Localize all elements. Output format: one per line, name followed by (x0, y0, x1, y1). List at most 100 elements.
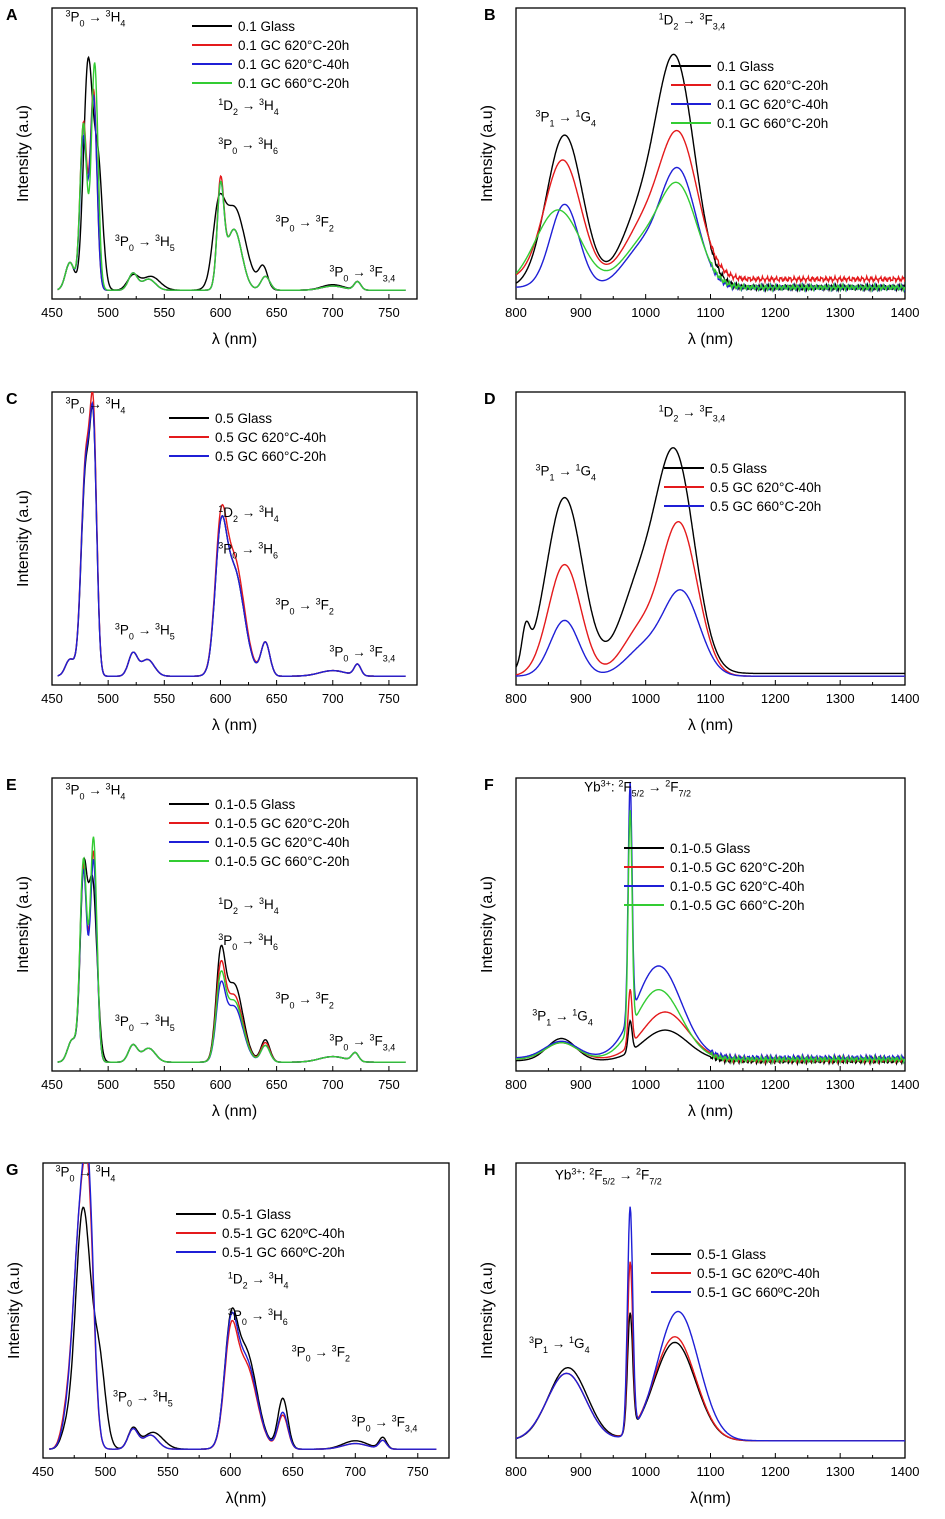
transition-label: 3P0 → 3F3,4 (329, 263, 395, 283)
x-tick-label: 750 (378, 1077, 400, 1092)
series-line (49, 1163, 437, 1450)
legend-entry: 0.1-0.5 GC 660°C-20h (215, 854, 349, 869)
legend-entry: 0.5 Glass (215, 411, 272, 426)
series-line (57, 55, 406, 291)
x-tick-label: 1300 (826, 1464, 855, 1479)
transition-label: 3P0 → 3H5 (113, 1388, 173, 1408)
series-line (57, 850, 406, 1063)
x-tick-label: 550 (157, 1464, 179, 1479)
series-line (57, 859, 406, 1063)
x-tick-label: 600 (220, 1464, 242, 1479)
plot-frame (515, 1162, 906, 1459)
x-tick-label: 750 (378, 691, 400, 706)
legend-entry: 0.1 Glass (238, 19, 295, 34)
series-line (57, 836, 406, 1063)
x-tick-label: 500 (97, 305, 119, 320)
legend-entry: 0.5-1 Glass (222, 1207, 291, 1222)
legend-entry: 0.5 GC 660°C-20h (215, 449, 326, 464)
y-axis-title: Intensity (a.u) (15, 105, 32, 202)
chart-panel-h: H 800 900 1000 1100 1200 1300 1400 λ(nm) Intensit… (479, 1162, 919, 1507)
transition-label: 1D2 → 3H4 (218, 896, 279, 916)
x-axis-title: λ(nm) (226, 1490, 267, 1507)
transition-label: 3P1 → 1G4 (535, 108, 596, 128)
x-tick-label: 1100 (697, 1077, 725, 1092)
y-axis-title: Intensity (a.u) (15, 876, 32, 973)
x-tick-label: 1300 (826, 1077, 855, 1092)
x-tick-label: 600 (210, 691, 232, 706)
x-tick-label: 800 (505, 1077, 527, 1092)
legend-entry: 0.5 GC 660°C-20h (710, 499, 821, 514)
transition-label: 3P0 → 3H6 (218, 136, 278, 156)
x-tick-label: 1300 (826, 305, 855, 320)
panel-letter: G (6, 1162, 18, 1179)
transition-label: Yb3+: 2F5/2 → 2F7/2 (555, 1166, 662, 1186)
plot-frame (515, 777, 906, 1072)
panel-letter: H (484, 1162, 496, 1179)
legend-entry: 0.1 GC 620°C-40h (238, 57, 349, 72)
x-tick-label: 650 (266, 1077, 288, 1092)
series-line (57, 94, 406, 291)
transition-label: 3P0 → 3F2 (275, 991, 333, 1011)
series-line (516, 447, 905, 675)
legend-entry: 0.1-0.5 GC 620°C-20h (215, 816, 349, 831)
series-line (516, 129, 905, 285)
legend-entry: 0.1 GC 620°C-20h (238, 38, 349, 53)
transition-label: 3P0 → 3F3,4 (352, 1414, 418, 1434)
chart-panel-d: D 800 900 1000 1100 1200 1300 1400 λ (nm) 0.5 Gla… (484, 391, 919, 734)
panel-letter: E (6, 777, 17, 794)
x-tick-label: 1200 (761, 691, 790, 706)
legend-entry: 0.1-0.5 GC 620°C-20h (670, 860, 804, 875)
panel-letter: D (484, 391, 496, 408)
legend-entry: 0.5-1 GC 660ºC-20h (697, 1285, 820, 1300)
legend-entry: 0.5-1 GC 620ºC-40h (697, 1266, 820, 1281)
legend-entry: 0.5 Glass (710, 461, 767, 476)
x-tick-label: 600 (210, 1077, 232, 1092)
x-tick-label: 450 (41, 305, 63, 320)
panel-letter: A (6, 7, 18, 24)
y-axis-title: Intensity (a.u) (479, 876, 496, 973)
x-tick-label: 500 (97, 1077, 119, 1092)
x-tick-label: 650 (282, 1464, 304, 1479)
series-line (49, 1163, 437, 1450)
series-line (516, 181, 905, 293)
legend-entry: 0.1-0.5 GC 620°C-40h (215, 835, 349, 850)
x-tick-label: 1300 (826, 691, 855, 706)
transition-label: 3P0 → 3H5 (115, 233, 175, 253)
x-tick-label: 550 (153, 305, 175, 320)
transition-label: 1D2 → 3H4 (218, 97, 279, 117)
x-tick-label: 1100 (697, 691, 725, 706)
x-tick-label: 500 (95, 1464, 117, 1479)
x-axis-title: λ (nm) (212, 717, 257, 734)
legend-entry: 0.5-1 Glass (697, 1247, 766, 1262)
x-axis-title: λ (nm) (212, 1103, 257, 1120)
transition-label: 1D2 → 3F3,4 (659, 404, 726, 424)
y-axis-title: Intensity (a.u) (15, 490, 32, 587)
legend-entry: 0.1-0.5 GC 660°C-20h (670, 898, 804, 913)
x-tick-label: 1200 (761, 305, 790, 320)
y-axis-title: Intensity (a.u) (6, 1262, 23, 1359)
transition-label: 3P1 → 1G4 (532, 1007, 593, 1027)
series-line (516, 589, 905, 677)
plot-frame (51, 391, 418, 686)
transition-label: 3P0 → 3H5 (115, 1013, 175, 1033)
x-tick-label: 1400 (891, 305, 920, 320)
legend-entry: 0.5-1 GC 660ºC-20h (222, 1245, 345, 1260)
x-tick-label: 450 (32, 1464, 54, 1479)
x-tick-label: 900 (570, 1077, 592, 1092)
transition-label: 1D2 → 3H4 (228, 1270, 289, 1290)
series-line (49, 1206, 437, 1450)
legend-entry: 0.1 GC 620°C-40h (717, 97, 828, 112)
x-tick-label: 1400 (891, 691, 920, 706)
transition-label: 3P0 → 3F3,4 (329, 644, 395, 664)
legend-entry: 0.1-0.5 Glass (670, 841, 751, 856)
x-axis-title: λ(nm) (690, 1490, 731, 1507)
series-line (57, 62, 406, 291)
legend-entry: 0.1 Glass (717, 59, 774, 74)
x-tick-label: 800 (505, 691, 527, 706)
x-tick-label: 450 (41, 1077, 63, 1092)
x-axis-title: λ (nm) (688, 1103, 733, 1120)
x-tick-label: 700 (322, 305, 344, 320)
legend-entry: 0.1-0.5 Glass (215, 797, 296, 812)
x-tick-label: 550 (153, 1077, 175, 1092)
